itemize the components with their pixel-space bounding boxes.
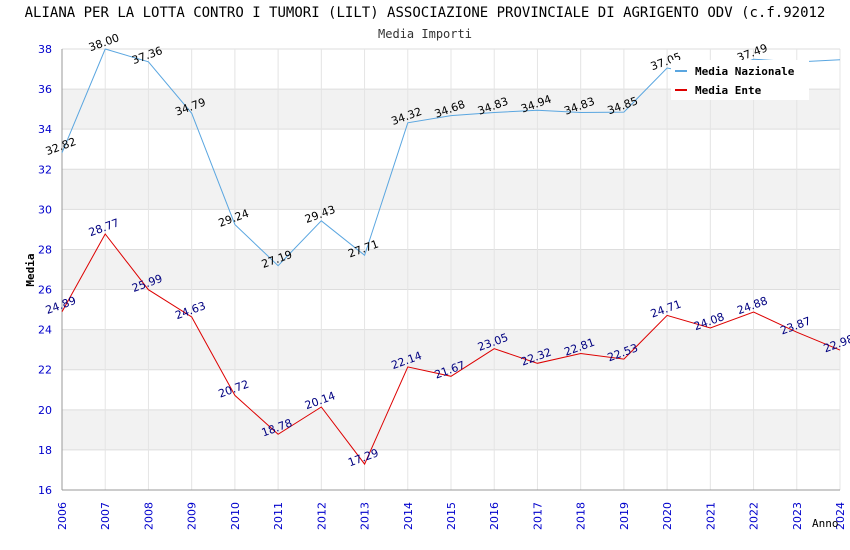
y-tick-label: 18: [38, 444, 52, 457]
x-tick-label: 2020: [661, 502, 674, 530]
legend: Media Nazionale Media Ente: [671, 60, 809, 100]
x-tick-label: 2022: [748, 502, 761, 530]
x-tick-label: 2008: [142, 502, 155, 530]
x-tick-label: 2015: [445, 502, 458, 530]
series-line-1: [61, 233, 841, 466]
x-tick-label: 2024: [834, 502, 847, 530]
x-tick-label: 2017: [531, 502, 544, 530]
data-label: 37.36: [130, 44, 164, 67]
legend-item-media-ente: Media Ente: [675, 83, 761, 97]
chart-title: ALIANA PER LA LOTTA CONTRO I TUMORI (LIL…: [24, 5, 826, 21]
y-tick-label: 34: [38, 123, 52, 136]
x-tick-label: 2007: [99, 502, 112, 530]
y-tick-label: 32: [38, 163, 52, 176]
x-tick-label: 2014: [402, 502, 415, 530]
x-tick-label: 2010: [229, 502, 242, 530]
x-tick-label: 2011: [272, 502, 285, 530]
legend-swatch-media-nazionale: [675, 70, 687, 72]
y-tick-label: 20: [38, 404, 52, 417]
y-tick-label: 22: [38, 364, 52, 377]
data-label: 24.63: [173, 299, 207, 322]
y-axis-label: Media: [24, 253, 37, 286]
legend-swatch-media-ente: [675, 89, 687, 91]
data-label: 32.82: [44, 135, 78, 158]
x-tick-label: 2009: [186, 502, 199, 530]
data-label: 20.14: [303, 389, 337, 412]
x-tick-label: 2016: [488, 502, 501, 530]
x-tick-label: 2006: [56, 502, 69, 530]
y-tick-label: 28: [38, 243, 52, 256]
data-label: 24.88: [735, 294, 769, 317]
y-tick-label: 36: [38, 83, 52, 96]
x-tick-label: 2012: [315, 502, 328, 530]
x-tick-label: 2019: [618, 502, 631, 530]
legend-item-media-nazionale: Media Nazionale: [675, 64, 794, 78]
legend-label-media-ente: Media Ente: [695, 83, 762, 97]
data-label: 29.24: [217, 207, 251, 230]
x-tick-label: 2023: [791, 502, 804, 530]
y-tick-label: 24: [38, 324, 52, 337]
data-label: 24.89: [44, 294, 78, 317]
legend-label-media-nazionale: Media Nazionale: [695, 64, 795, 78]
data-label: 20.72: [217, 378, 251, 401]
x-tick-label: 2013: [359, 502, 372, 530]
chart-subtitle: Media Importi: [378, 27, 472, 41]
x-tick-label: 2018: [575, 502, 588, 530]
y-tick-label: 16: [38, 484, 52, 497]
y-tick-label: 38: [38, 43, 52, 56]
x-tick-label: 2021: [704, 502, 717, 530]
y-tick-label: 26: [38, 284, 52, 297]
y-tick-label: 30: [38, 203, 52, 216]
x-axis-label: Anno: [812, 517, 839, 530]
